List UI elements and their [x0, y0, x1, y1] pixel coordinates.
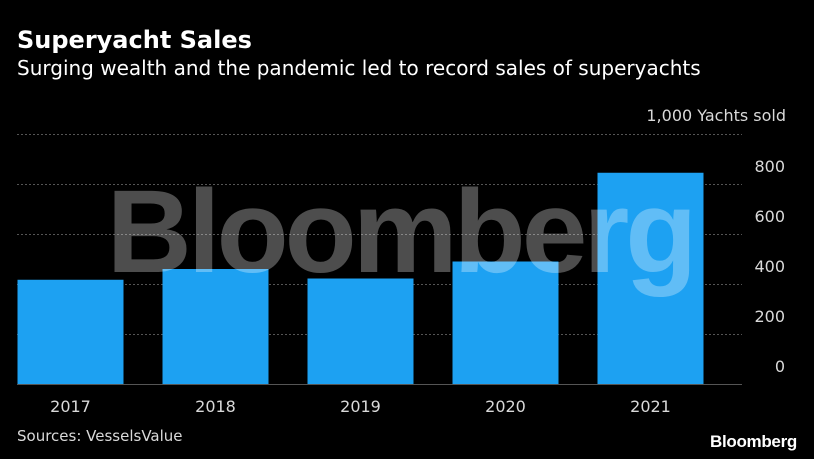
y-tick-label: 400	[754, 257, 785, 276]
bloomberg-watermark: Bloomberg	[107, 166, 694, 298]
source-note: Sources: VesselsValue	[17, 427, 183, 445]
bar-2018	[162, 269, 269, 384]
x-tick-label: 2021	[630, 397, 671, 416]
y-tick-label: 0	[775, 357, 785, 376]
y-tick-label: 800	[754, 157, 785, 176]
x-tick-label: 2020	[485, 397, 526, 416]
bar-2019	[307, 278, 414, 384]
bar-2017	[17, 279, 124, 384]
chart-title: Superyacht Sales	[17, 26, 252, 54]
y-tick-label: 200	[754, 307, 785, 326]
y-tick-label: 600	[754, 207, 785, 226]
x-tick-label: 2019	[340, 397, 381, 416]
y-axis-unit-label: 1,000 Yachts sold	[646, 106, 786, 125]
bar-2020	[452, 261, 559, 384]
brand-logo: Bloomberg	[709, 432, 797, 451]
x-tick-label: 2018	[195, 397, 236, 416]
x-tick-label: 2017	[50, 397, 91, 416]
bar-2021	[597, 172, 704, 384]
chart-subtitle: Surging wealth and the pandemic led to r…	[17, 56, 701, 80]
